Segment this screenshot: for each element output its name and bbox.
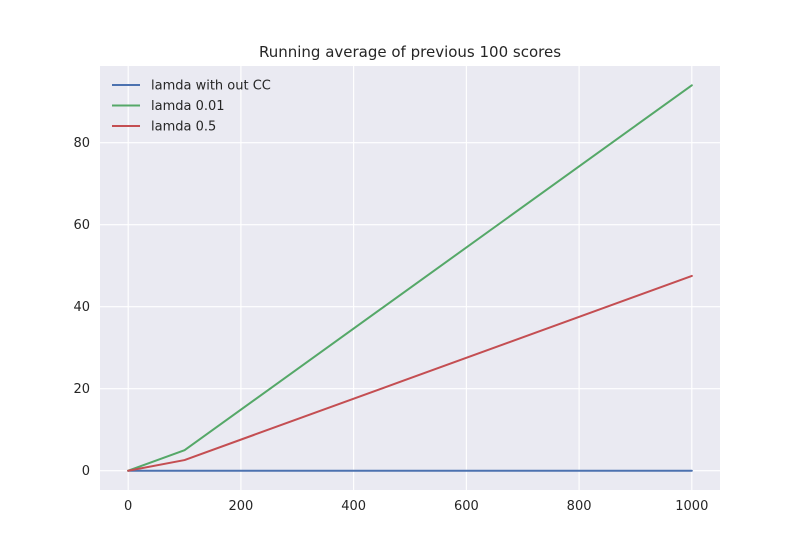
x-tick-label: 200: [228, 499, 253, 514]
series-line-2: [127, 84, 693, 472]
legend-label: lamda 0.01: [151, 99, 225, 114]
legend: lamda with out CC lamda 0.01 lamda 0.5: [112, 79, 271, 135]
y-tick-label: 40: [73, 300, 90, 315]
x-tick-label: 600: [454, 499, 479, 514]
x-tick-label: 1000: [675, 499, 708, 514]
y-tick-label: 60: [73, 218, 90, 233]
x-tick-label: 0: [124, 499, 132, 514]
series-line-3: [127, 274, 693, 472]
chart-title: Running average of previous 100 scores: [259, 43, 561, 61]
y-tick-label: 80: [73, 136, 90, 151]
x-tick-label: 400: [341, 499, 366, 514]
legend-label: lamda with out CC: [151, 79, 271, 94]
tick-labels: 0 200 400 600 800 1000 0 20 40 60 80: [73, 136, 708, 514]
y-tick-label: 0: [82, 464, 90, 479]
legend-label: lamda 0.5: [151, 120, 216, 135]
x-tick-label: 800: [567, 499, 592, 514]
plot-area: [100, 66, 720, 490]
y-tick-label: 20: [73, 382, 90, 397]
series-lines: [127, 84, 693, 472]
grid-lines: [100, 66, 720, 490]
